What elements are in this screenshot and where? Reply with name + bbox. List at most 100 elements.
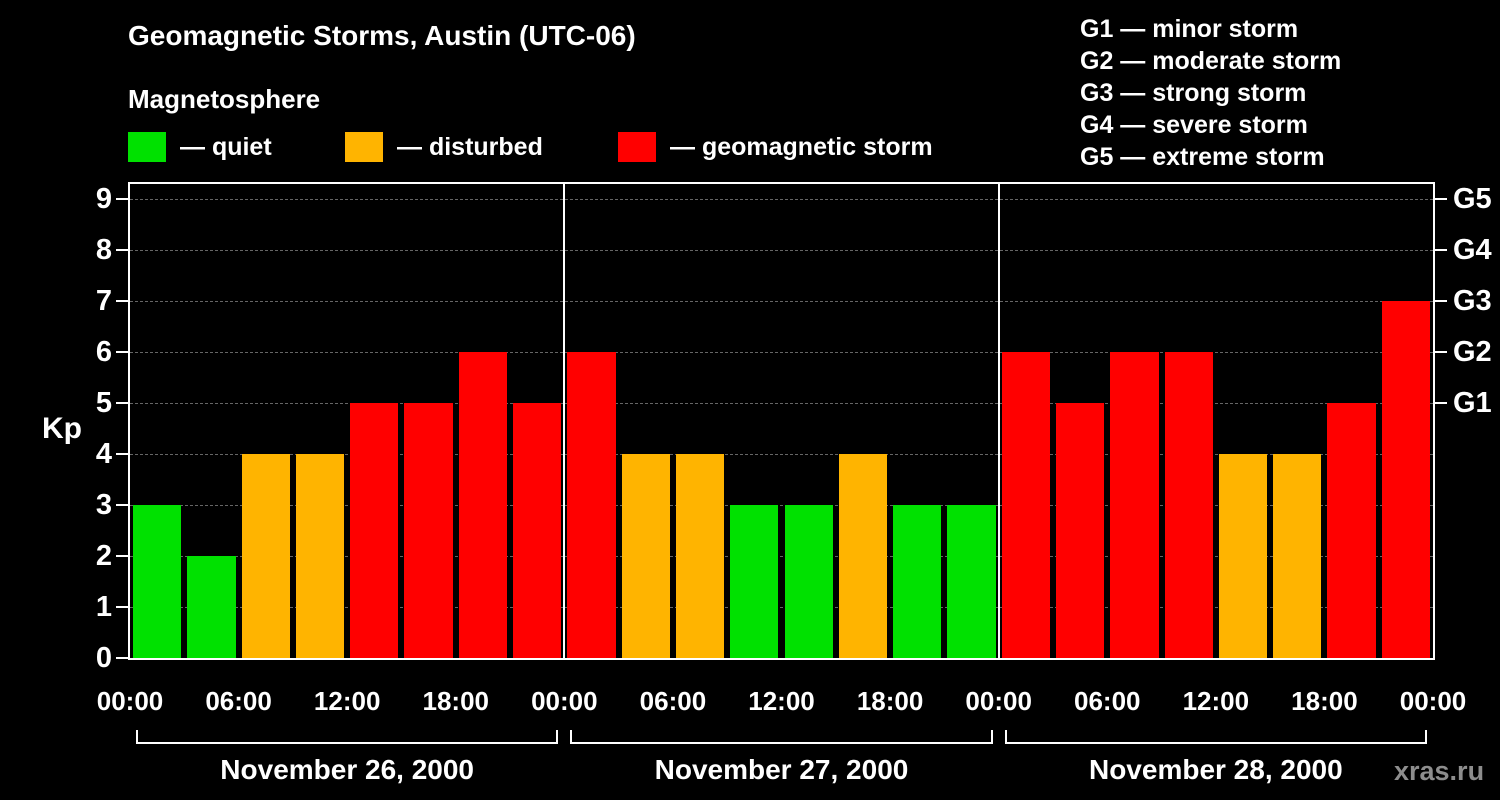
g-tick-mark	[1435, 351, 1447, 353]
gridline-kp-6	[130, 352, 1433, 353]
kp-bar	[133, 505, 182, 658]
day-separator	[997, 184, 1000, 658]
kp-bar	[1327, 403, 1376, 658]
y-tick-mark	[116, 657, 128, 659]
kp-bar	[458, 352, 508, 658]
kp-bar	[730, 505, 779, 658]
kp-color-legend: — quiet — disturbed — geomagnetic storm	[128, 131, 1128, 165]
y-tick-mark	[116, 351, 128, 353]
date-label: November 28, 2000	[1088, 754, 1343, 785]
storm-scale-line-g4: G4 — severe storm	[1080, 111, 1308, 139]
x-tick-label: 12:00	[313, 686, 381, 716]
legend-label-storm: — geomagnetic storm	[670, 133, 933, 161]
right-axis-label-g2: G2	[1453, 336, 1492, 368]
y-tick-mark	[116, 606, 128, 608]
g-tick-mark	[1435, 198, 1447, 200]
kp-bar	[187, 556, 236, 658]
y-tick-mark	[116, 555, 128, 557]
kp-bar	[838, 454, 888, 658]
chart-title: Geomagnetic Storms, Austin (UTC-06)	[128, 20, 636, 51]
kp-bar	[1001, 352, 1050, 658]
date-bracket-end	[1004, 730, 1007, 744]
kp-bar	[1218, 454, 1268, 658]
kp-bar	[1164, 352, 1213, 658]
kp-bar	[513, 403, 562, 658]
disturbed-swatch	[345, 132, 383, 162]
x-tick-label: 12:00	[1182, 686, 1250, 716]
gridline-kp-7	[130, 301, 1433, 302]
kp-bar	[621, 454, 670, 658]
y-tick-label-9: 9	[95, 183, 112, 215]
x-tick-label: 12:00	[748, 686, 815, 716]
date-bracket-end	[1425, 730, 1427, 744]
kp-bar	[947, 505, 996, 658]
gridline-kp-4	[130, 454, 1433, 455]
date-bracket	[136, 742, 559, 744]
storm-scale-line-g1: G1 — minor storm	[1080, 15, 1299, 43]
y-axis-label: Kp	[42, 412, 82, 445]
y-tick-mark	[116, 453, 128, 455]
date-bracket	[1004, 742, 1427, 744]
y-tick-label-6: 6	[95, 336, 112, 368]
x-tick-label: 06:00	[1074, 686, 1141, 716]
x-tick-label: 00:00	[96, 686, 164, 716]
gridline-kp-1	[130, 607, 1433, 608]
storm-scale-line-g5: G5 — extreme storm	[1080, 143, 1325, 171]
right-axis-label-g1: G1	[1453, 387, 1492, 419]
gridline-kp-9	[130, 199, 1433, 200]
x-tick-label: 06:00	[205, 686, 272, 716]
g-tick-mark	[1435, 402, 1447, 404]
x-tick-label: 00:00	[531, 686, 598, 716]
legend-label-quiet: — quiet	[180, 133, 272, 161]
x-tick-label: 00:00	[965, 686, 1032, 716]
date-bracket-end	[556, 730, 559, 744]
gridline-kp-2	[130, 556, 1433, 557]
y-tick-mark	[116, 249, 128, 251]
y-tick-label-4: 4	[95, 438, 112, 470]
gridline-kp-8	[130, 250, 1433, 251]
kp-bar	[1055, 403, 1105, 658]
gridline-kp-3	[130, 505, 1433, 506]
storm-swatch	[618, 132, 656, 162]
gridline-kp-5	[130, 403, 1433, 404]
y-tick-mark	[116, 402, 128, 404]
g-tick-mark	[1435, 300, 1447, 302]
x-tick-label: 00:00	[1399, 686, 1467, 716]
y-tick-mark	[116, 300, 128, 302]
date-label: November 27, 2000	[654, 754, 909, 785]
storm-scale-line-g3: G3 — strong storm	[1080, 79, 1307, 107]
y-tick-label-5: 5	[95, 387, 112, 419]
y-tick-label-8: 8	[95, 234, 112, 266]
date-bracket	[570, 742, 993, 744]
kp-bar	[404, 403, 453, 658]
legend-item-storm: — geomagnetic storm	[618, 131, 933, 163]
kp-bar	[241, 454, 290, 658]
legend-label-disturbed: — disturbed	[397, 133, 543, 161]
kp-bar	[675, 454, 725, 658]
kp-bar	[295, 454, 345, 658]
y-tick-label-7: 7	[95, 285, 112, 317]
y-tick-label-2: 2	[95, 540, 112, 572]
chart-subtitle: Magnetosphere	[128, 84, 321, 114]
kp-bar	[784, 505, 833, 658]
watermark: xras.ru	[1394, 756, 1485, 786]
y-tick-label-0: 0	[95, 642, 112, 674]
date-bracket-end	[990, 730, 993, 744]
x-tick-label: 18:00	[1291, 686, 1358, 716]
kp-bar	[1273, 454, 1322, 658]
kp-bar	[350, 403, 399, 658]
date-bracket-end	[136, 730, 138, 744]
kp-bar	[1381, 301, 1430, 658]
y-tick-mark	[116, 198, 128, 200]
kp-bar	[893, 505, 942, 658]
storm-scale-legend: G1 — minor storm G2 — moderate storm G3 — …	[1080, 13, 1341, 173]
x-tick-label: 06:00	[639, 686, 707, 716]
quiet-swatch	[128, 132, 166, 162]
x-tick-label: 18:00	[422, 686, 490, 716]
legend-item-quiet: — quiet	[128, 131, 272, 163]
y-tick-label-1: 1	[95, 591, 112, 623]
date-label: November 26, 2000	[220, 754, 475, 785]
storm-scale-line-g2: G2 — moderate storm	[1080, 47, 1342, 75]
kp-bar	[1110, 352, 1159, 658]
